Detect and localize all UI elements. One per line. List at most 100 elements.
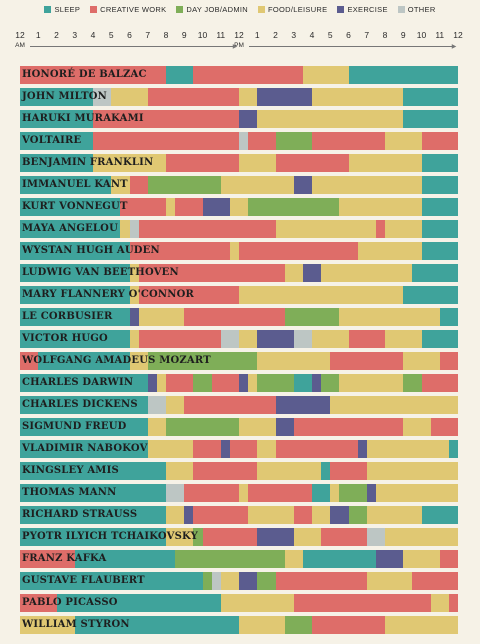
- person-name: THOMAS MANN: [22, 487, 117, 498]
- segment-sleep: [20, 440, 149, 458]
- person-name: WYSTAN HUGH AUDEN: [22, 245, 160, 256]
- segment-food: [111, 176, 130, 194]
- segment-exercise: [239, 374, 249, 392]
- segment-creative: [138, 220, 276, 238]
- person-name: BENJAMIN FRANKLIN: [22, 157, 154, 168]
- routine-row: CHARLES DICKENS: [20, 396, 459, 414]
- person-name: SIGMUND FREUD: [22, 421, 127, 432]
- hour-tick-label: 12: [234, 30, 244, 40]
- segment-food: [93, 154, 167, 172]
- segment-dayjob: [248, 198, 340, 216]
- segment-creative: [166, 154, 240, 172]
- segment-creative: [138, 286, 240, 304]
- segment-food: [348, 154, 422, 172]
- arrow-head-icon: ▶: [451, 44, 457, 50]
- segment-creative: [93, 110, 240, 128]
- segment-dayjob: [403, 374, 422, 392]
- segment-dayjob: [284, 616, 313, 634]
- segment-creative: [421, 132, 459, 150]
- segment-dayjob: [175, 550, 286, 568]
- segment-creative: [375, 220, 386, 238]
- segment-food: [321, 264, 413, 282]
- segment-food: [312, 176, 422, 194]
- segment-dayjob: [202, 572, 213, 590]
- segment-food: [156, 374, 167, 392]
- segment-exercise: [202, 198, 231, 216]
- segment-sleep: [20, 484, 167, 502]
- segment-sleep: [348, 66, 459, 84]
- routine-row: FRANZ KAFKA: [20, 550, 459, 568]
- segment-creative: [20, 550, 76, 568]
- segment-creative: [129, 242, 231, 260]
- segment-sleep: [20, 198, 121, 216]
- segment-sleep: [20, 286, 130, 304]
- person-name: PABLO PICASSO: [22, 597, 118, 608]
- segment-food: [385, 330, 422, 348]
- hour-tick-label: 6: [127, 30, 132, 40]
- segment-food: [166, 528, 194, 546]
- segment-exercise: [330, 506, 349, 524]
- segment-creative: [439, 352, 459, 370]
- segment-sleep: [421, 330, 459, 348]
- segment-dayjob: [147, 176, 222, 194]
- segment-exercise: [257, 330, 295, 348]
- segment-creative: [239, 242, 359, 260]
- segment-creative: [321, 528, 368, 546]
- segment-sleep: [20, 308, 130, 326]
- segment-food: [385, 132, 422, 150]
- segment-creative: [138, 264, 286, 282]
- person-name: WOLFGANG AMADEUS MOZART: [22, 355, 211, 366]
- segment-food: [257, 440, 276, 458]
- hour-tick-label: 9: [181, 30, 187, 40]
- segment-food: [129, 330, 140, 348]
- segment-exercise: [184, 506, 194, 524]
- segment-food: [239, 88, 258, 106]
- segment-creative: [421, 374, 459, 392]
- segment-sleep: [20, 176, 112, 194]
- segment-sleep: [56, 594, 222, 612]
- pm-label: PM: [234, 42, 244, 49]
- segment-other: [220, 330, 240, 348]
- segment-food: [229, 198, 249, 216]
- segment-food: [330, 484, 340, 502]
- segment-other: [239, 132, 249, 150]
- segment-creative: [202, 528, 258, 546]
- segment-dayjob: [275, 132, 313, 150]
- segment-food: [166, 506, 185, 524]
- routine-row: PABLO PICASSO: [20, 594, 459, 612]
- legend-item-dayjob: DAY JOB/ADMIN: [176, 5, 248, 14]
- segment-exercise: [375, 550, 404, 568]
- segment-food: [120, 220, 130, 238]
- person-name: FRANZ KAFKA: [22, 553, 107, 564]
- am-label: AM: [15, 42, 25, 49]
- segment-creative: [184, 484, 240, 502]
- legend-label: DAY JOB/ADMIN: [186, 5, 248, 14]
- segment-exercise: [312, 374, 322, 392]
- person-name: PYOTR ILYICH TCHAIKOVSKY: [22, 531, 198, 542]
- segment-food: [430, 594, 450, 612]
- segment-dayjob: [284, 308, 340, 326]
- segment-creative: [147, 88, 240, 106]
- person-name: IMMANUEL KANT: [22, 179, 128, 190]
- segment-creative: [439, 550, 459, 568]
- segment-sleep: [166, 66, 194, 84]
- segment-other: [147, 396, 167, 414]
- segment-food: [248, 506, 295, 524]
- segment-food: [129, 352, 149, 370]
- segment-creative: [193, 440, 222, 458]
- segment-sleep: [312, 484, 331, 502]
- segment-other: [166, 484, 185, 502]
- person-name: VOLTAIRE: [22, 135, 82, 146]
- segment-sleep: [20, 242, 130, 260]
- hour-tick-label: 5: [327, 30, 333, 40]
- legend-swatch: [44, 6, 52, 13]
- segment-food: [357, 242, 422, 260]
- segment-creative: [275, 440, 359, 458]
- legend-label: OTHER: [407, 5, 436, 14]
- person-name: VICTOR HUGO: [22, 333, 108, 344]
- segment-food: [312, 506, 331, 524]
- segment-creative: [93, 132, 240, 150]
- segment-sleep: [20, 330, 130, 348]
- legend-item-exercise: EXERCISE: [337, 5, 387, 14]
- segment-food: [339, 374, 404, 392]
